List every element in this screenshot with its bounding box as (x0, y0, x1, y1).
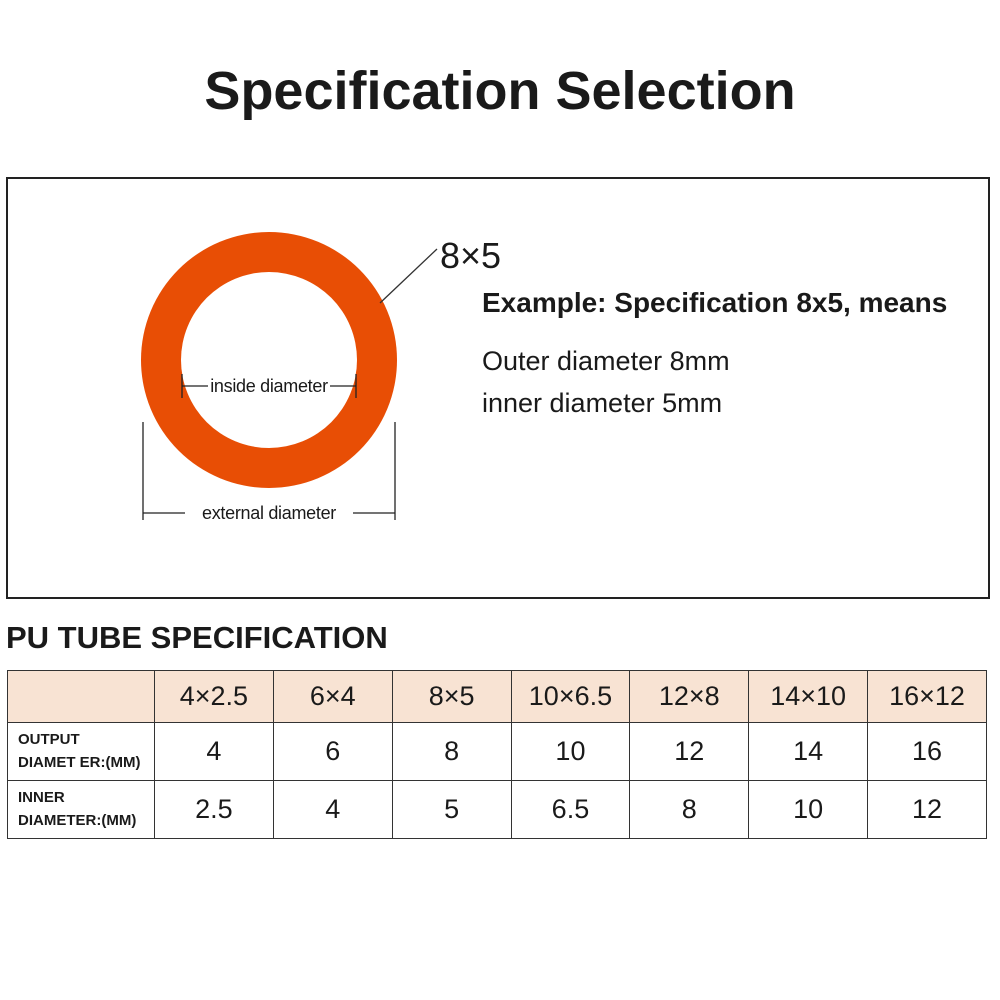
svg-text:inner diameter 5mm: inner diameter 5mm (482, 388, 722, 418)
svg-text:Outer diameter 8mm: Outer diameter 8mm (482, 346, 730, 376)
svg-text:inside diameter: inside diameter (210, 376, 328, 396)
svg-text:8×5: 8×5 (440, 235, 501, 276)
svg-text:Example: Specification 8x5, me: Example: Specification 8x5, means (482, 287, 947, 318)
svg-text:external diameter: external diameter (202, 503, 336, 523)
